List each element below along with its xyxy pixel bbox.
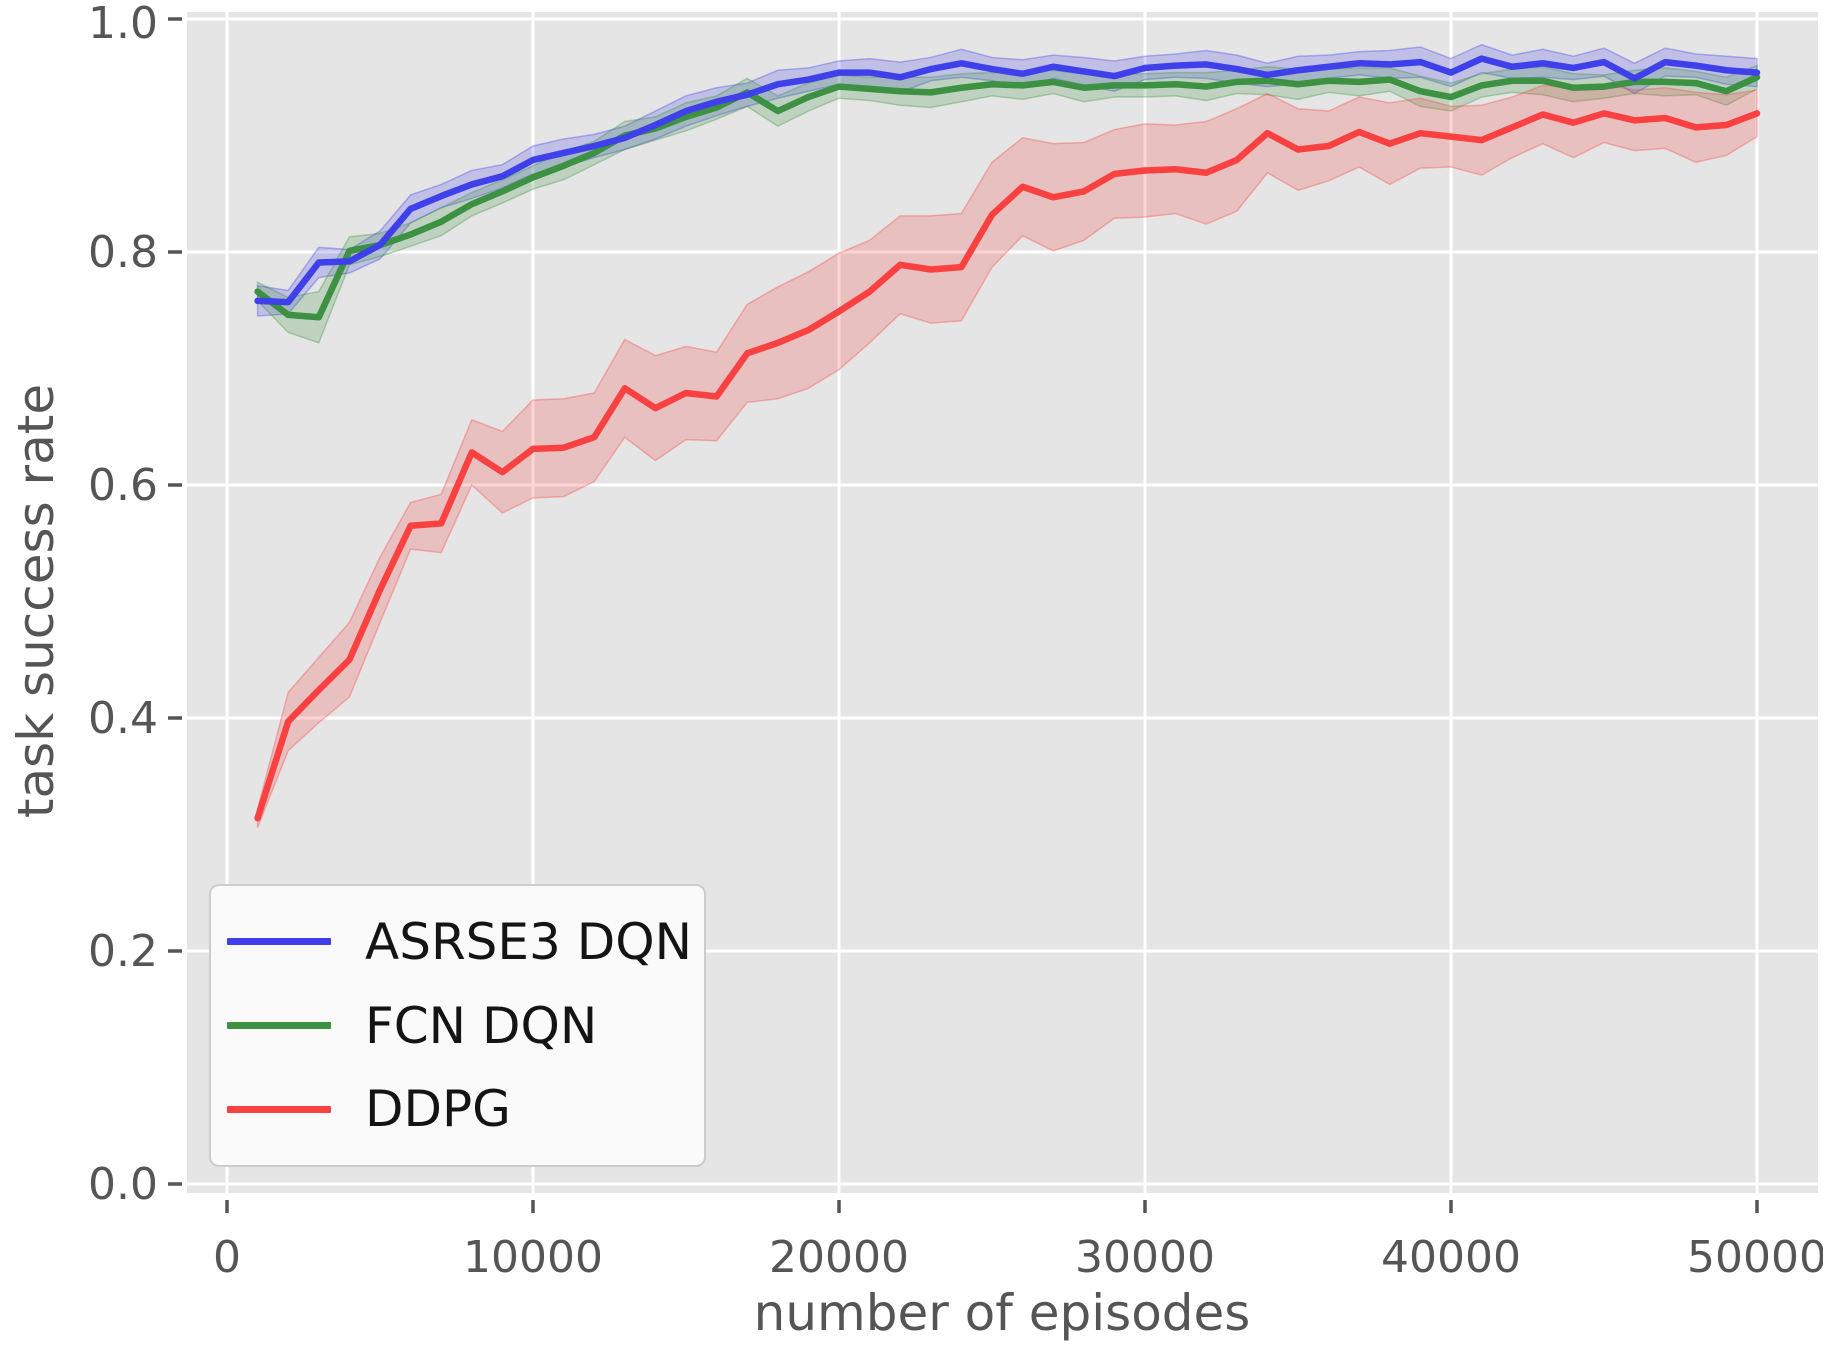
x-tick-label: 40000: [1381, 1232, 1521, 1283]
legend-item-fcn-dqn: FCN DQN: [211, 998, 704, 1054]
legend-line-swatch-asrse3-dqn: [227, 938, 331, 946]
legend: ASRSE3 DQN FCN DQN DDPG: [209, 884, 706, 1167]
x-tick-label: 50000: [1687, 1232, 1823, 1283]
y-tick-label: 0.6: [88, 460, 158, 511]
legend-line-swatch-fcn-dqn: [227, 1022, 331, 1029]
ddpg-line: [254, 110, 1761, 822]
ddpg-band: [256, 83, 1758, 828]
asrse3-dqn-line: [254, 55, 1761, 306]
legend-item-asrse3-dqn: ASRSE3 DQN: [211, 914, 704, 970]
x-axis-title: number of episodes: [753, 1284, 1251, 1342]
asrse3-dqn-band: [256, 43, 1758, 317]
x-tick-label: 20000: [769, 1232, 909, 1283]
legend-line-swatch-ddpg: [227, 1105, 331, 1113]
y-tick-label: 0.8: [88, 227, 158, 278]
y-tick-label: 1.0: [88, 0, 158, 49]
y-tick-label: 0.4: [88, 693, 158, 744]
x-tick-label: 10000: [463, 1232, 603, 1283]
y-tick-label: 0.2: [88, 926, 158, 977]
legend-label: DDPG: [365, 1080, 511, 1139]
legend-label: ASRSE3 DQN: [365, 912, 692, 971]
legend-item-ddpg: DDPG: [211, 1081, 704, 1137]
fcn-dqn-line: [254, 74, 1761, 321]
legend-label: FCN DQN: [365, 996, 598, 1055]
y-axis-title: task success rate: [7, 383, 65, 819]
x-tick-label: 30000: [1075, 1232, 1215, 1283]
y-tick-label: 0.0: [88, 1159, 158, 1210]
x-tick-label: 0: [213, 1232, 241, 1283]
